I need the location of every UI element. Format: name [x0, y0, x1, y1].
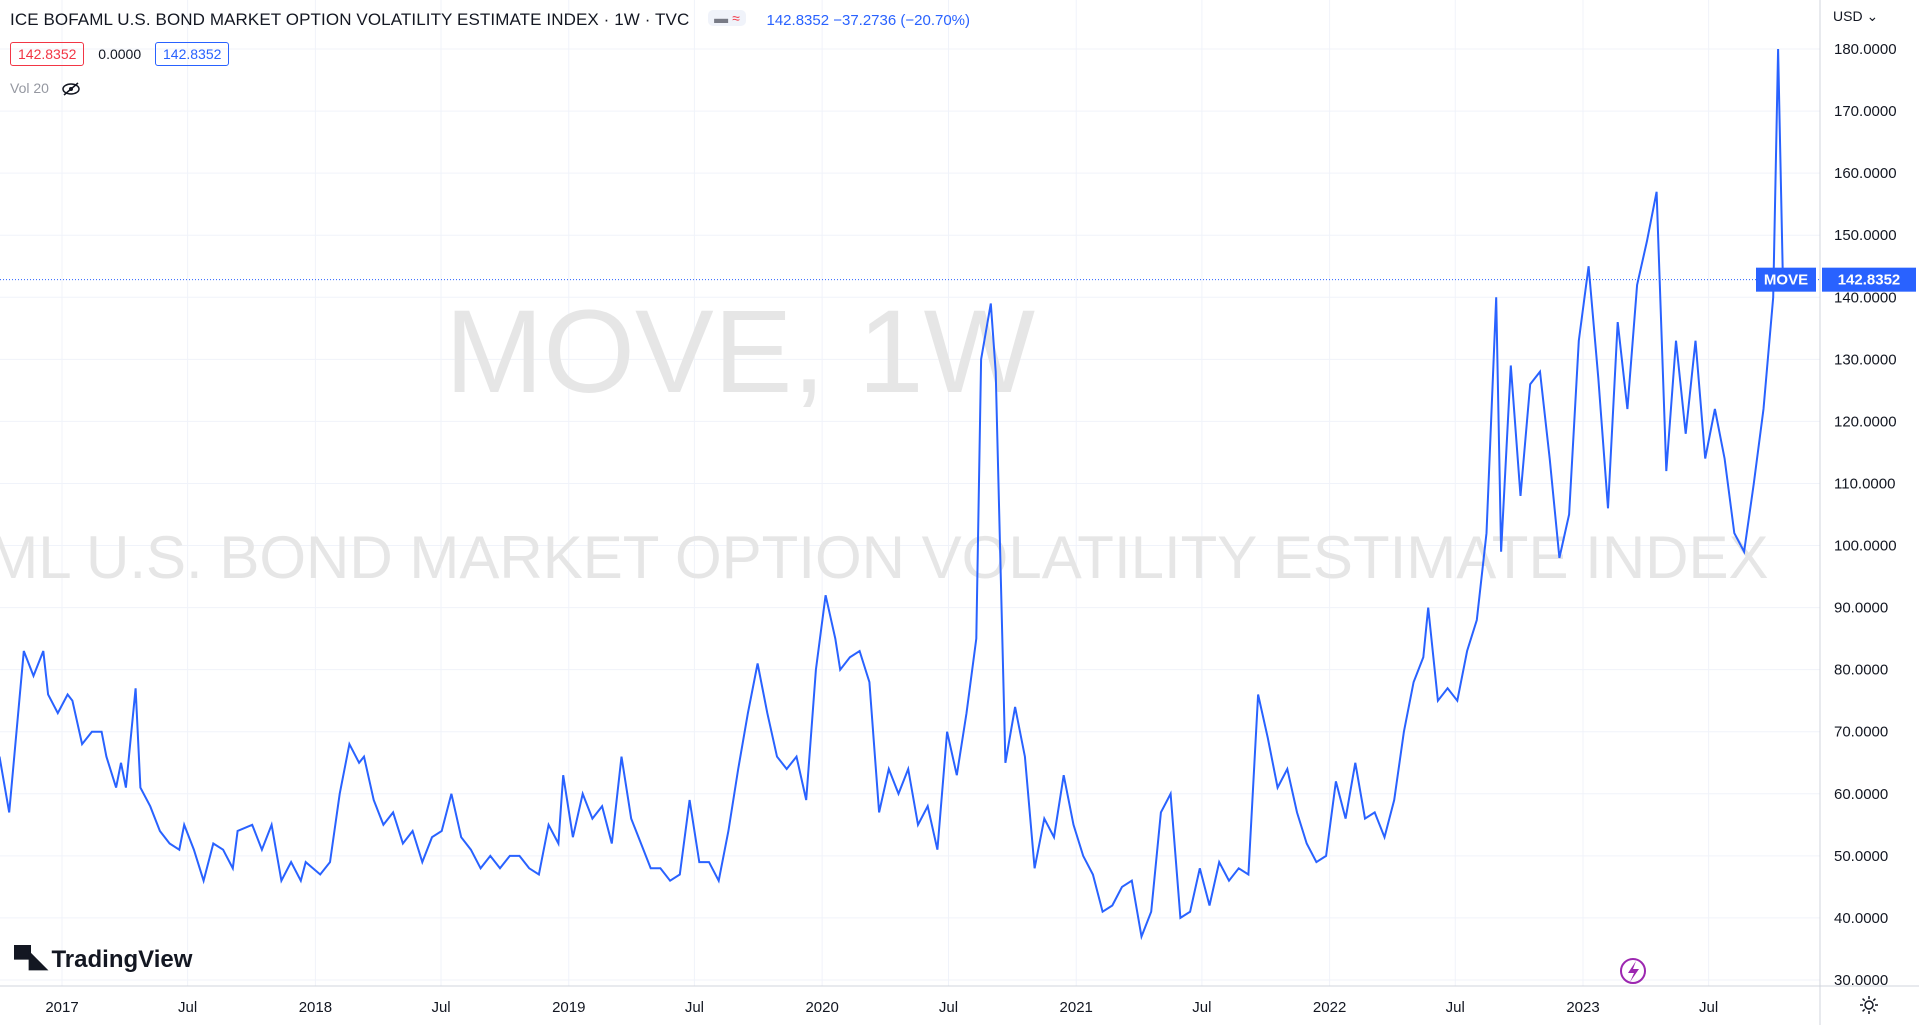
volume-label: Vol 20 [10, 80, 49, 96]
symbol-tag [1756, 267, 1816, 292]
y-tick-label: 50.0000 [1834, 848, 1888, 865]
volume-indicator[interactable]: Vol 20 [10, 80, 81, 96]
y-tick-label: 120.0000 [1834, 413, 1897, 430]
y-tick-label: 180.0000 [1834, 41, 1897, 58]
hidden-eye-icon[interactable] [61, 82, 81, 96]
y-tick-label: 160.0000 [1834, 165, 1897, 182]
tradingview-logo[interactable]: ▀◣ TradingView [14, 945, 192, 974]
minus-icon: ▬ [714, 10, 729, 26]
ask-badge[interactable]: 142.8352 [155, 42, 230, 66]
ohlc-badges: 142.8352 0.0000 142.8352 [10, 42, 235, 66]
symbol-title[interactable]: ICE BOFAML U.S. BOND MARKET OPTION VOLAT… [10, 10, 690, 29]
x-tick-label: 2021 [1060, 999, 1093, 1016]
y-tick-label: 70.0000 [1834, 724, 1888, 741]
y-tick-label: 100.0000 [1834, 538, 1897, 555]
x-tick-label: 2018 [299, 999, 332, 1016]
lightning-icon[interactable] [1620, 958, 1646, 984]
y-tick-label: 90.0000 [1834, 600, 1888, 617]
y-tick-label: 170.0000 [1834, 103, 1897, 120]
tv-logo-icon: ▀◣ [14, 946, 47, 973]
move-series-line [0, 48, 1784, 941]
last-price-tag-label: 142.8352 [1838, 272, 1901, 289]
x-tick-label: Jul [1699, 999, 1718, 1016]
watermark-symbol: MOVE, 1W [445, 286, 1035, 418]
x-tick-label: 2020 [805, 999, 838, 1016]
y-tick-label: 130.0000 [1834, 351, 1897, 368]
y-tick-label: 60.0000 [1834, 786, 1888, 803]
x-tick-label: 2017 [45, 999, 78, 1016]
x-tick-label: 2019 [552, 999, 585, 1016]
chevron-down-icon: ⌄ [1862, 8, 1879, 24]
x-tick-label: Jul [1446, 999, 1465, 1016]
y-tick-label: 140.0000 [1834, 289, 1897, 306]
watermark-description: ICE BOFAML U.S. BOND MARKET OPTION VOLAT… [0, 524, 1769, 591]
last-price-tag [1822, 267, 1916, 292]
currency-selector[interactable]: USD ⌄ [1833, 8, 1878, 25]
x-tick-label: Jul [1192, 999, 1211, 1016]
y-tick-label: 150.0000 [1834, 227, 1897, 244]
chart-legend: ICE BOFAML U.S. BOND MARKET OPTION VOLAT… [10, 10, 970, 30]
y-tick-label: 40.0000 [1834, 910, 1888, 927]
x-tick-label: Jul [178, 999, 197, 1016]
symbol-tag-label: MOVE [1764, 272, 1808, 289]
x-tick-label: Jul [939, 999, 958, 1016]
spread-value: 0.0000 [98, 46, 142, 62]
chart-grid [0, 0, 1820, 986]
x-tick-label: 2022 [1313, 999, 1346, 1016]
time-axis[interactable]: 2017 Jul 2018 Jul 2019 Jul 2020 Jul 2021 Jul 2022 J… [0, 985, 1919, 1016]
y-tick-label: 110.0000 [1834, 475, 1895, 492]
price-change: 142.8352 −37.2736 (−20.70%) [766, 12, 971, 29]
y-tick-label: 80.0000 [1834, 662, 1888, 679]
compare-flags[interactable]: ▬ ≈ [708, 10, 746, 26]
currency-label: USD [1833, 8, 1863, 24]
x-tick-label: Jul [685, 999, 704, 1016]
gear-icon[interactable] [1858, 994, 1880, 1016]
last-price-tags: MOVE 142.8352 [1756, 267, 1916, 292]
x-tick-label: Jul [431, 999, 450, 1016]
approx-icon: ≈ [732, 10, 740, 26]
bid-badge[interactable]: 142.8352 [10, 42, 85, 66]
y-tick-label: 30.0000 [1834, 972, 1888, 989]
x-tick-label: 2023 [1566, 999, 1599, 1016]
brand-name: TradingView [51, 946, 193, 973]
price-axis[interactable]: 180.0000 170.0000 160.0000 150.0000 140.0000… [1819, 0, 1897, 1025]
